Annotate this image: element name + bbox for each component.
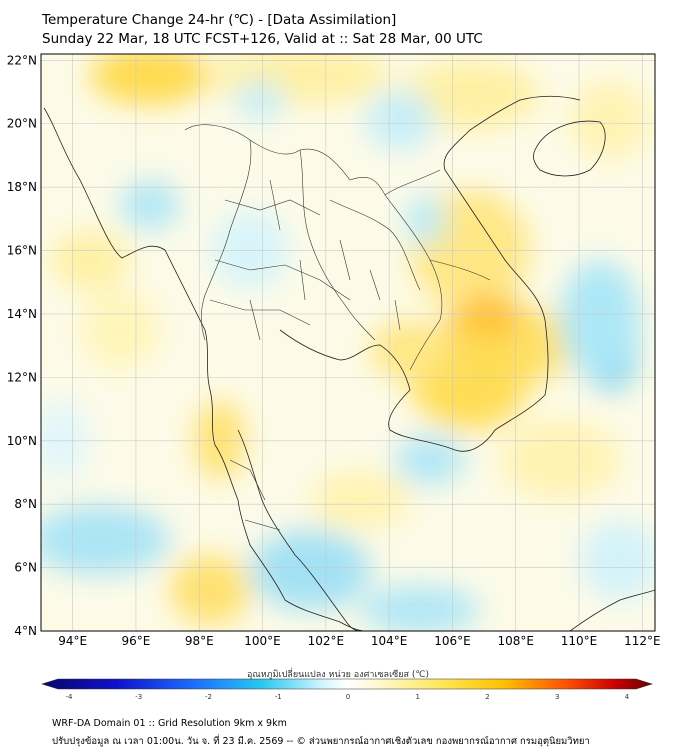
lat-label: 16°N bbox=[7, 244, 37, 258]
colorbar bbox=[40, 678, 654, 690]
latitude-labels: 22°N 20°N 18°N 16°N 14°N 12°N 10°N 8°N 6°N 4°N bbox=[7, 53, 37, 638]
lat-label: 14°N bbox=[7, 307, 37, 321]
lon-label: 108°E bbox=[497, 634, 534, 648]
colorbar-title: อุณหภูมิเปลี่ยนแปลง หน่วย องศาเซลเซียส (… bbox=[246, 670, 430, 680]
footer-model-info: WRF-DA Domain 01 :: Grid Resolution 9km … bbox=[52, 718, 287, 729]
lon-label: 112°E bbox=[624, 634, 661, 648]
colorbar-tick-label: 1 bbox=[415, 693, 420, 701]
map-subtitle: Sunday 22 Mar, 18 UTC FCST+126, Valid at… bbox=[42, 31, 483, 47]
lat-label: 6°N bbox=[14, 561, 37, 575]
colorbar-tick-label: 4 bbox=[624, 693, 630, 701]
lat-label: 18°N bbox=[7, 180, 37, 194]
lon-label: 102°E bbox=[308, 634, 345, 648]
lon-label: 100°E bbox=[244, 634, 281, 648]
colorbar-tick-label: -1 bbox=[274, 693, 282, 701]
temperature-change-map: 22°N 20°N 18°N 16°N 14°N 12°N 10°N 8°N 6°N 4°N 94… bbox=[7, 53, 661, 690]
lon-label: 106°E bbox=[434, 634, 471, 648]
lat-label: 22°N bbox=[7, 53, 37, 67]
colorbar-tick-label: 2 bbox=[485, 693, 490, 701]
lon-label: 110°E bbox=[561, 634, 598, 648]
coastlines bbox=[43, 95, 655, 631]
colorbar-tick-label: 0 bbox=[345, 693, 351, 701]
lon-label: 98°E bbox=[185, 634, 214, 648]
lat-label: 8°N bbox=[14, 497, 37, 511]
lon-label: 96°E bbox=[122, 634, 151, 648]
lat-label: 20°N bbox=[7, 117, 37, 131]
admin-borders bbox=[184, 124, 491, 531]
lat-label: 10°N bbox=[7, 434, 37, 448]
colorbar-tick-label: 3 bbox=[555, 693, 560, 701]
lon-label: 104°E bbox=[371, 634, 408, 648]
colorbar-tick-label: -2 bbox=[205, 693, 212, 701]
map-title: Temperature Change 24-hr (℃) - [Data Ass… bbox=[42, 12, 397, 28]
footer-update-info: ปรับปรุงข้อมูล ณ เวลา 01:00น. วัน จ. ที่… bbox=[52, 736, 590, 747]
lat-label: 4°N bbox=[14, 624, 37, 638]
colorbar-tick-label: -3 bbox=[135, 693, 143, 701]
temperature-field bbox=[41, 54, 655, 631]
lat-label: 12°N bbox=[7, 370, 37, 384]
map-frame bbox=[40, 53, 656, 632]
longitude-labels: 94°E 96°E 98°E 100°E 102°E 104°E 106°E 108°E 110… bbox=[58, 634, 660, 648]
lon-label: 94°E bbox=[58, 634, 87, 648]
colorbar-tick-label: -4 bbox=[65, 693, 73, 701]
